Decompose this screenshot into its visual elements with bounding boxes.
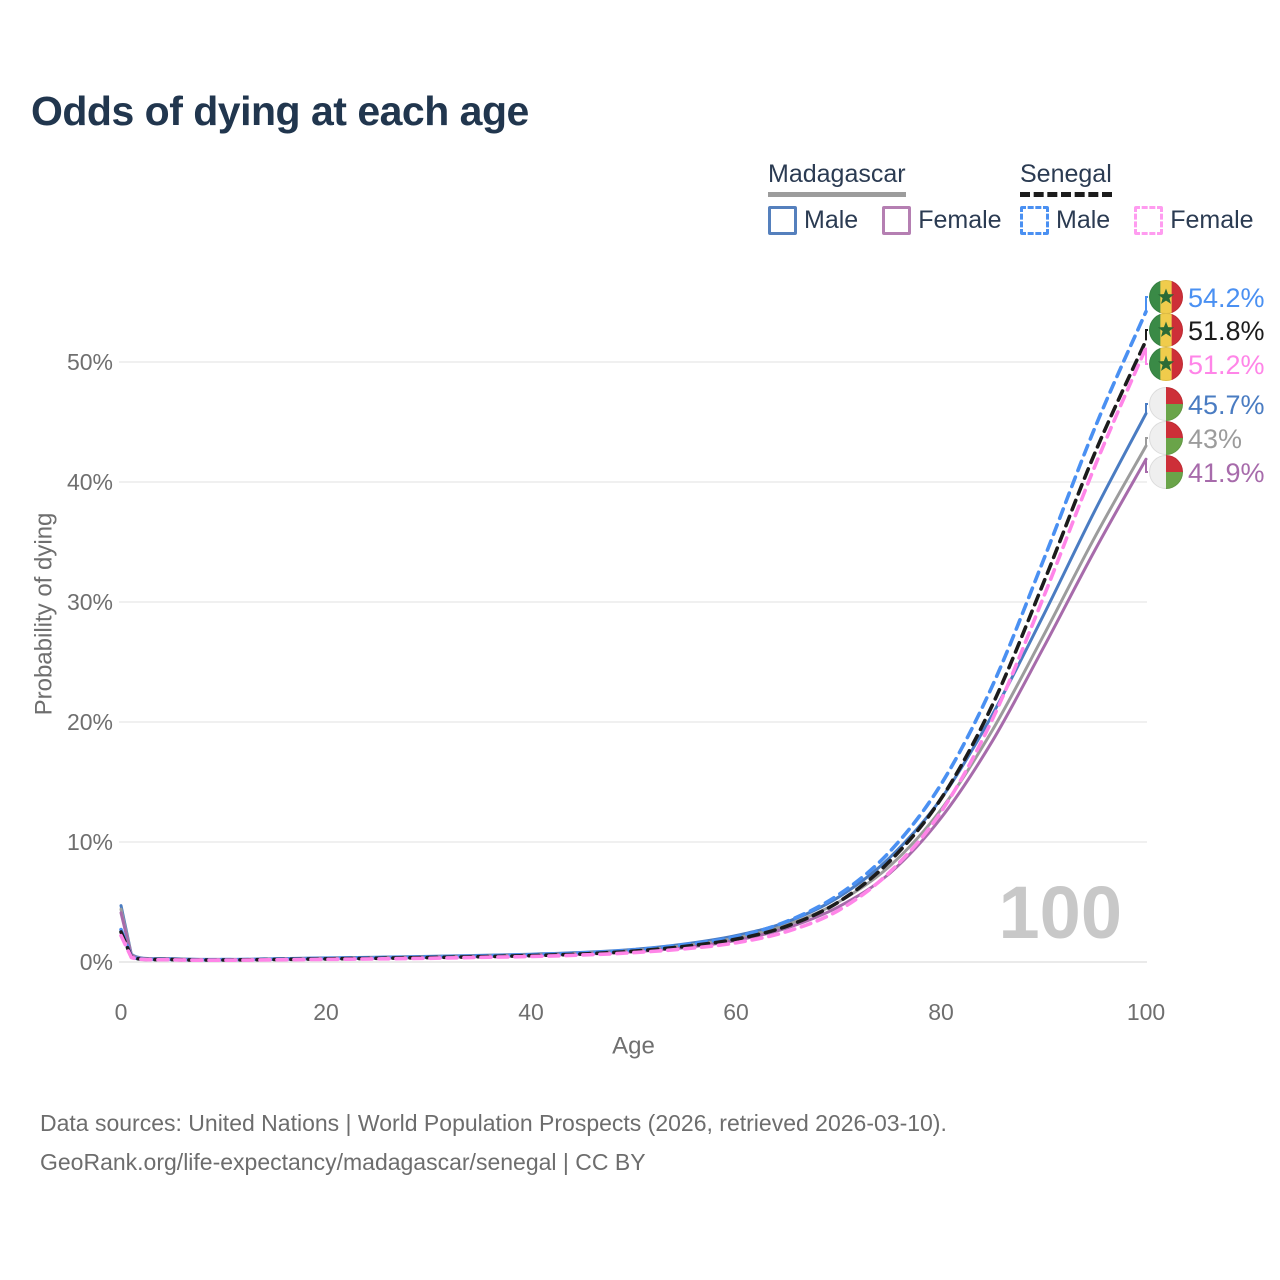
end-label-connector-senegal: [1145, 329, 1148, 341]
checkbox-icon: [1020, 206, 1049, 235]
end-label-senegal: 51.8%: [1188, 316, 1265, 346]
x-tick-label: 40: [518, 999, 544, 1025]
footer-attribution: GeoRank.org/life-expectancy/madagascar/s…: [40, 1149, 646, 1175]
age-watermark: 100: [999, 871, 1122, 954]
checkbox-icon: [882, 206, 912, 235]
series-line-senegal-male: [119, 309, 1148, 962]
x-tick-label: 100: [1127, 999, 1165, 1025]
legend-item-label: Female: [918, 206, 1002, 234]
flag-senegal-icon: [1149, 347, 1183, 381]
end-label-connector-senegal-female: [1145, 347, 1148, 365]
end-label-senegal-male: 54.2%: [1188, 283, 1265, 313]
legend-group-madagascar: Madagascar Male Female: [768, 160, 1002, 235]
legend-country-senegal[interactable]: Senegal: [1020, 160, 1112, 197]
y-tick-label: 10%: [67, 829, 113, 855]
x-tick-label: 0: [115, 999, 128, 1025]
series-line-madagascar: [119, 444, 1148, 962]
end-label-senegal-female: 51.2%: [1188, 350, 1265, 380]
x-tick-label: 20: [313, 999, 339, 1025]
legend-item-madagascar-female[interactable]: Female: [882, 206, 1002, 235]
footer-data-sources: Data sources: United Nations | World Pop…: [40, 1110, 947, 1136]
y-tick-label: 50%: [67, 349, 113, 375]
checkbox-icon: [768, 206, 797, 235]
series-line-senegal-female: [119, 345, 1148, 963]
legend-item-label: Male: [804, 206, 859, 234]
end-label-connector-madagascar-female: [1145, 459, 1148, 473]
legend-item-madagascar-male[interactable]: Male: [768, 206, 858, 235]
y-axis-title: Probability of dying: [31, 513, 58, 716]
x-axis-title: Age: [612, 1033, 655, 1060]
legend-item-senegal-female[interactable]: Female: [1134, 206, 1254, 235]
end-label-madagascar: 43%: [1188, 424, 1242, 454]
page-title: Odds of dying at each age: [31, 88, 529, 134]
y-tick-label: 0%: [80, 949, 113, 975]
end-label-connector-madagascar: [1145, 437, 1148, 446]
flag-senegal-icon: [1149, 280, 1183, 314]
end-label-connector-madagascar-male: [1145, 403, 1148, 414]
end-label-madagascar-female: 41.9%: [1188, 458, 1265, 488]
y-tick-label: 20%: [67, 709, 113, 735]
checkbox-icon: [1134, 206, 1164, 235]
x-tick-label: 60: [723, 999, 749, 1025]
x-tick-label: 80: [928, 999, 954, 1025]
legend-country-madagascar[interactable]: Madagascar: [768, 160, 906, 197]
legend-item-label: Male: [1056, 206, 1111, 234]
y-tick-label: 30%: [67, 589, 113, 615]
series-line-senegal: [119, 338, 1148, 962]
legend-item-label: Female: [1170, 206, 1254, 234]
legend-item-senegal-male[interactable]: Male: [1020, 206, 1110, 235]
legend-group-senegal: Senegal Male Female: [1020, 160, 1254, 235]
end-label-connector-senegal-male: [1145, 296, 1148, 312]
y-tick-label: 40%: [67, 469, 113, 495]
legend: Madagascar Male Female Senegal Male: [0, 160, 1280, 250]
flag-senegal-icon: [1149, 313, 1183, 347]
end-label-madagascar-male: 45.7%: [1188, 390, 1265, 420]
